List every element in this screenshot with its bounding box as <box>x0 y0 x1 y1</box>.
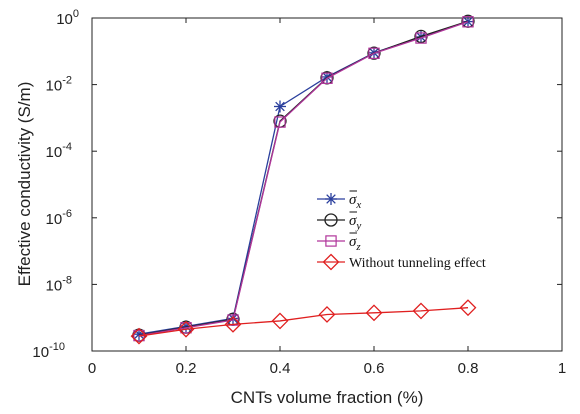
data-point <box>271 312 289 330</box>
x-tick-label: 0.8 <box>458 360 479 377</box>
y-tick-label: 100 <box>56 8 79 28</box>
x-axis-label: CNTs volume fraction (%) <box>231 388 424 407</box>
series-line <box>138 21 469 337</box>
data-point <box>365 304 383 322</box>
data-point <box>321 72 333 84</box>
marker-diamond <box>130 327 148 345</box>
x-tick-label: 0.2 <box>176 360 197 377</box>
data-point <box>412 302 430 320</box>
marker-square <box>321 72 333 84</box>
marker-asterisk-stroke <box>275 101 285 112</box>
x-tick-label: 1 <box>558 360 566 377</box>
data-point <box>459 299 477 317</box>
x-tick-labels: 0 0.2 0.4 0.6 0.8 1 <box>88 360 566 377</box>
data-point <box>227 314 239 326</box>
data-point <box>415 32 427 44</box>
marker-square <box>415 32 427 44</box>
x-tick-label: 0.6 <box>364 360 385 377</box>
axis-ticks <box>91 17 563 352</box>
y-tick-label: 10-4 <box>46 141 72 161</box>
marker-square <box>368 47 380 60</box>
data-point <box>224 315 242 333</box>
legend-label: σy <box>349 213 361 232</box>
marker-circle <box>324 213 338 227</box>
x-tick-label: 0.4 <box>270 360 291 377</box>
y-tick-label: 10-10 <box>32 341 65 361</box>
y-tick-label: 10-8 <box>46 274 72 294</box>
y-axis-label: Effective conductivity (S/m) <box>15 82 34 287</box>
data-point <box>274 116 286 128</box>
data-series <box>130 14 477 345</box>
marker-diamond <box>365 304 383 322</box>
data-point <box>274 100 286 113</box>
legend: σx σy σz Without tunneling effect <box>317 190 486 271</box>
data-point <box>318 306 336 323</box>
data-point <box>462 16 474 28</box>
legend-label: σx <box>349 192 361 211</box>
plot-area <box>91 17 563 352</box>
marker-diamond <box>459 299 477 317</box>
marker-diamond <box>318 306 336 323</box>
marker-square <box>325 235 337 247</box>
marker-circle <box>367 46 381 60</box>
legend-item: Without tunneling effect <box>317 253 486 271</box>
data-point <box>130 327 148 345</box>
marker-diamond <box>177 320 195 338</box>
marker-diamond <box>271 312 289 330</box>
y-tick-label: 10-2 <box>46 75 72 95</box>
marker-diamond <box>412 302 430 320</box>
x-tick-label: 0 <box>88 360 96 377</box>
marker-square <box>274 116 286 128</box>
y-tick-label: 10-6 <box>46 208 72 228</box>
legend-item: σz <box>317 232 361 253</box>
marker-square <box>462 16 474 28</box>
data-point <box>368 47 380 60</box>
y-tick-labels: 100 10-2 10-4 10-6 10-8 10-10 <box>32 8 79 361</box>
legend-label: σz <box>349 234 361 253</box>
legend-item: σy <box>317 211 361 232</box>
marker-diamond <box>224 315 242 333</box>
marker-diamond <box>322 253 340 271</box>
legend-item: σx <box>317 190 361 211</box>
data-point <box>367 46 381 60</box>
marker-asterisk-stroke <box>326 194 336 204</box>
legend-label: Without tunneling effect <box>349 256 486 271</box>
marker-square <box>227 314 239 326</box>
series-3 <box>130 299 477 345</box>
data-point <box>177 320 195 338</box>
